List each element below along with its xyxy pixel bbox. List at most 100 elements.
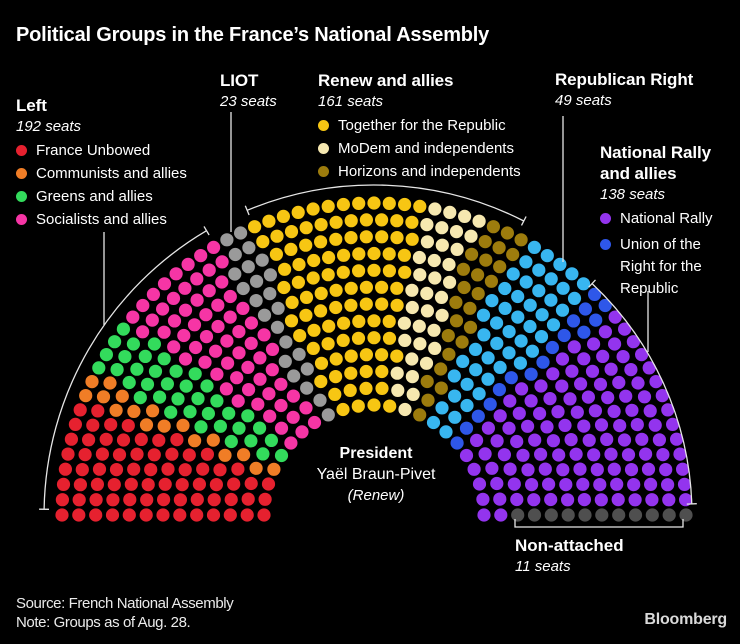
seat-dot xyxy=(617,433,632,447)
seat-dot xyxy=(265,363,279,377)
seat-dot xyxy=(274,398,288,413)
seat-dot xyxy=(276,209,290,223)
seat-dot xyxy=(167,340,181,354)
legend-color-dot xyxy=(600,239,611,250)
seat-dot xyxy=(576,277,591,291)
seat-dot xyxy=(257,328,271,342)
seat-dot xyxy=(612,375,626,390)
seat-dot xyxy=(511,508,525,522)
seat-dot xyxy=(484,274,498,288)
legend-republican-right-title: Republican Right xyxy=(555,70,694,89)
seat-dot xyxy=(524,367,538,381)
seat-dot xyxy=(598,325,613,339)
seat-dot xyxy=(359,297,373,311)
seat-dot xyxy=(434,290,449,304)
seat-dot xyxy=(329,300,343,315)
legend-national-rally-seats: 138 seats xyxy=(600,186,666,203)
seat-dot xyxy=(391,383,405,397)
seat-dot xyxy=(567,340,581,354)
seat-dot xyxy=(328,387,342,401)
seat-dot xyxy=(367,196,381,210)
seat-dot xyxy=(169,364,183,378)
seat-dot xyxy=(540,420,554,434)
seat-dot xyxy=(412,250,426,265)
president-group: (Renew) xyxy=(347,487,405,504)
non-attached-seats: 11 seats xyxy=(515,558,571,575)
seat-dot xyxy=(244,434,258,448)
seat-dot xyxy=(573,462,587,476)
seat-dot xyxy=(253,372,267,386)
legend-renew-seats: 161 seats xyxy=(318,93,384,110)
seat-dot xyxy=(561,508,575,522)
seat-dot xyxy=(413,268,427,282)
seat-dot xyxy=(471,268,485,282)
seat-dot xyxy=(608,310,622,324)
seat-dot xyxy=(645,508,659,522)
seat-dot xyxy=(188,434,202,448)
seats-layer xyxy=(55,196,693,522)
seat-dot xyxy=(459,421,474,435)
seat-dot xyxy=(122,508,136,522)
seat-dot xyxy=(557,328,571,343)
seat-dot xyxy=(540,249,554,263)
seat-dot xyxy=(236,281,250,296)
seat-dot xyxy=(439,425,453,439)
seat-dot xyxy=(476,492,490,506)
legend-liot-title: LIOT xyxy=(220,71,259,90)
seat-dot xyxy=(264,433,278,447)
seat-dot xyxy=(628,493,642,507)
seat-dot xyxy=(551,405,565,419)
seat-dot xyxy=(577,325,591,339)
page-title: Political Groups in the France’s Nationa… xyxy=(16,24,490,46)
seat-dot xyxy=(359,348,373,362)
seat-dot xyxy=(351,399,365,413)
seat-dot xyxy=(181,257,195,271)
seat-dot xyxy=(78,448,92,462)
president-block: President Yaël Braun-Pivet (Renew) xyxy=(266,443,486,506)
seat-dot xyxy=(460,377,474,391)
seat-dot xyxy=(359,230,373,244)
seat-dot xyxy=(375,280,389,294)
seat-dot xyxy=(479,253,493,267)
seat-dot xyxy=(343,383,357,397)
seat-dot xyxy=(248,220,262,234)
seat-dot xyxy=(314,235,328,249)
seat-dot xyxy=(443,205,457,219)
seat-dot xyxy=(616,350,630,364)
seat-dot xyxy=(566,314,581,328)
seat-dot xyxy=(618,322,632,336)
seat-dot xyxy=(146,404,160,418)
seat-dot xyxy=(639,447,653,461)
seat-dot xyxy=(673,447,687,461)
seat-dot xyxy=(527,508,542,522)
seat-dot xyxy=(406,387,420,401)
seat-dot xyxy=(635,348,649,362)
seat-dot xyxy=(314,356,329,370)
seat-dot xyxy=(72,493,86,507)
legend-liot-seats: 23 seats xyxy=(220,93,277,110)
seat-dot xyxy=(161,462,175,476)
seat-dot xyxy=(552,448,566,462)
seat-dot xyxy=(532,284,546,298)
seat-dot xyxy=(527,240,542,254)
seat-dot xyxy=(447,369,461,383)
seat-dot xyxy=(237,448,251,462)
seat-dot xyxy=(55,508,69,522)
seat-dot xyxy=(107,478,121,492)
seat-dot xyxy=(397,248,411,262)
seat-dot xyxy=(344,349,358,363)
seat-dot xyxy=(55,493,69,507)
seat-dot xyxy=(543,392,557,406)
seat-dot xyxy=(450,242,464,256)
seat-dot xyxy=(92,462,107,476)
seat-dot xyxy=(679,508,693,522)
seat-dot xyxy=(337,316,351,330)
seat-dot xyxy=(227,477,241,491)
seat-dot xyxy=(138,349,152,363)
seat-dot xyxy=(511,289,525,304)
legend-item: Horizons and independents xyxy=(318,164,521,180)
seat-dot xyxy=(300,381,314,395)
left-bracket-tick xyxy=(203,226,210,236)
seat-dot xyxy=(284,225,299,239)
legend-national-rally-title: National Rally and allies xyxy=(600,143,712,183)
